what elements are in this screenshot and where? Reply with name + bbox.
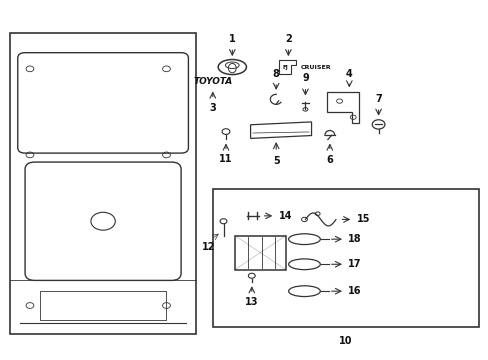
Text: 15: 15 [356, 215, 369, 224]
Bar [212, 189, 478, 327]
Text: 11: 11 [219, 154, 232, 164]
Text: CRUISER: CRUISER [300, 64, 330, 69]
Text: 6: 6 [326, 155, 332, 165]
Text: 16: 16 [347, 286, 361, 296]
Text: 4: 4 [345, 68, 352, 78]
Text: 18: 18 [347, 234, 361, 244]
Text: 10: 10 [338, 336, 352, 346]
Text: 13: 13 [244, 297, 258, 307]
Bar [40, 291, 166, 320]
Text: TOYOTA: TOYOTA [193, 77, 232, 86]
Text: 2: 2 [285, 34, 291, 44]
Text: 3: 3 [209, 103, 216, 113]
Text: 14: 14 [278, 211, 291, 221]
Text: 1: 1 [228, 34, 235, 44]
Text: FJ: FJ [282, 64, 287, 69]
Text: 12: 12 [202, 242, 215, 252]
Text: 5: 5 [272, 156, 279, 166]
Text: 17: 17 [347, 259, 361, 269]
Text: 9: 9 [302, 73, 308, 83]
Text: 7: 7 [374, 94, 381, 104]
Text: 8: 8 [272, 68, 279, 78]
Bar [234, 235, 285, 270]
